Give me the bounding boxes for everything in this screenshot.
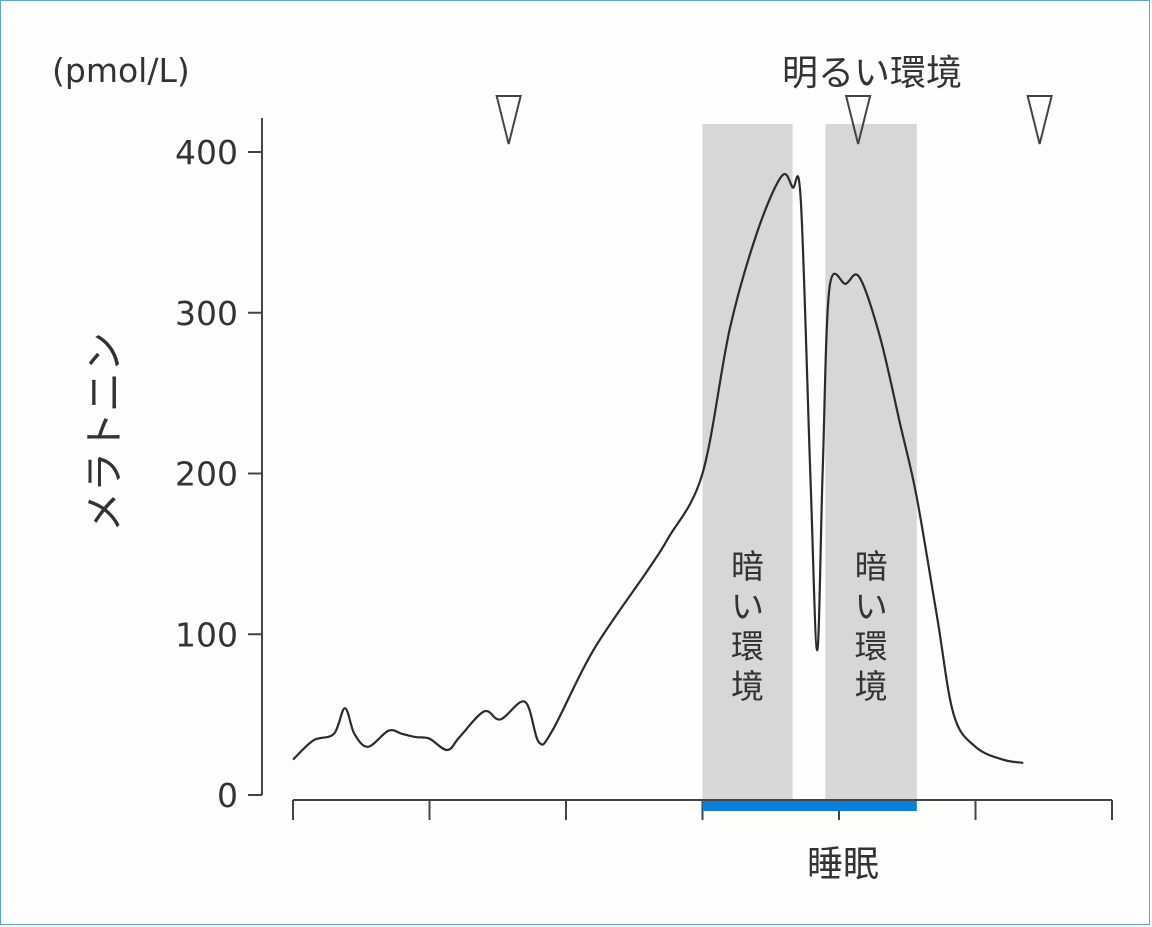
dark-band-label-char: 境 bbox=[855, 667, 888, 706]
light-markers bbox=[495, 95, 1053, 145]
y-axis-label: メラトニン bbox=[82, 332, 128, 532]
sleep-label: 睡眠 bbox=[807, 844, 879, 885]
dark-band-label-char: 暗 bbox=[731, 547, 764, 586]
light-marker-triangle-icon bbox=[844, 95, 872, 145]
dark-band-1 bbox=[702, 124, 793, 799]
light-marker-triangle-icon bbox=[495, 95, 522, 145]
melatonin-series bbox=[292, 173, 1024, 764]
y-tick-label: 300 bbox=[175, 294, 238, 333]
light-marker-triangle-icon bbox=[1026, 95, 1053, 145]
melatonin-line bbox=[292, 173, 1024, 764]
y-tick-label: 400 bbox=[175, 133, 238, 172]
y-tick-label: 0 bbox=[217, 776, 238, 815]
dark-band-label-char: 環 bbox=[731, 627, 764, 666]
y-tick-label: 100 bbox=[175, 615, 238, 654]
dark-band-label-char: い bbox=[855, 587, 888, 626]
sleep-period-bar bbox=[702, 801, 917, 811]
dark-band-label-char: い bbox=[731, 587, 764, 626]
dark-band-label-char: 境 bbox=[731, 667, 764, 706]
bright-environment-label: 明るい環境 bbox=[782, 53, 962, 94]
dark-band-label-char: 環 bbox=[855, 627, 888, 666]
unit-label: (pmol/L) bbox=[52, 51, 190, 90]
y-tick-label: 200 bbox=[175, 455, 238, 494]
sleep-bar bbox=[702, 801, 917, 811]
y-axis: 0 100 200 300 400 bbox=[175, 118, 263, 815]
dark-band-label-char: 暗 bbox=[855, 547, 888, 586]
dark-band-2 bbox=[825, 124, 917, 799]
